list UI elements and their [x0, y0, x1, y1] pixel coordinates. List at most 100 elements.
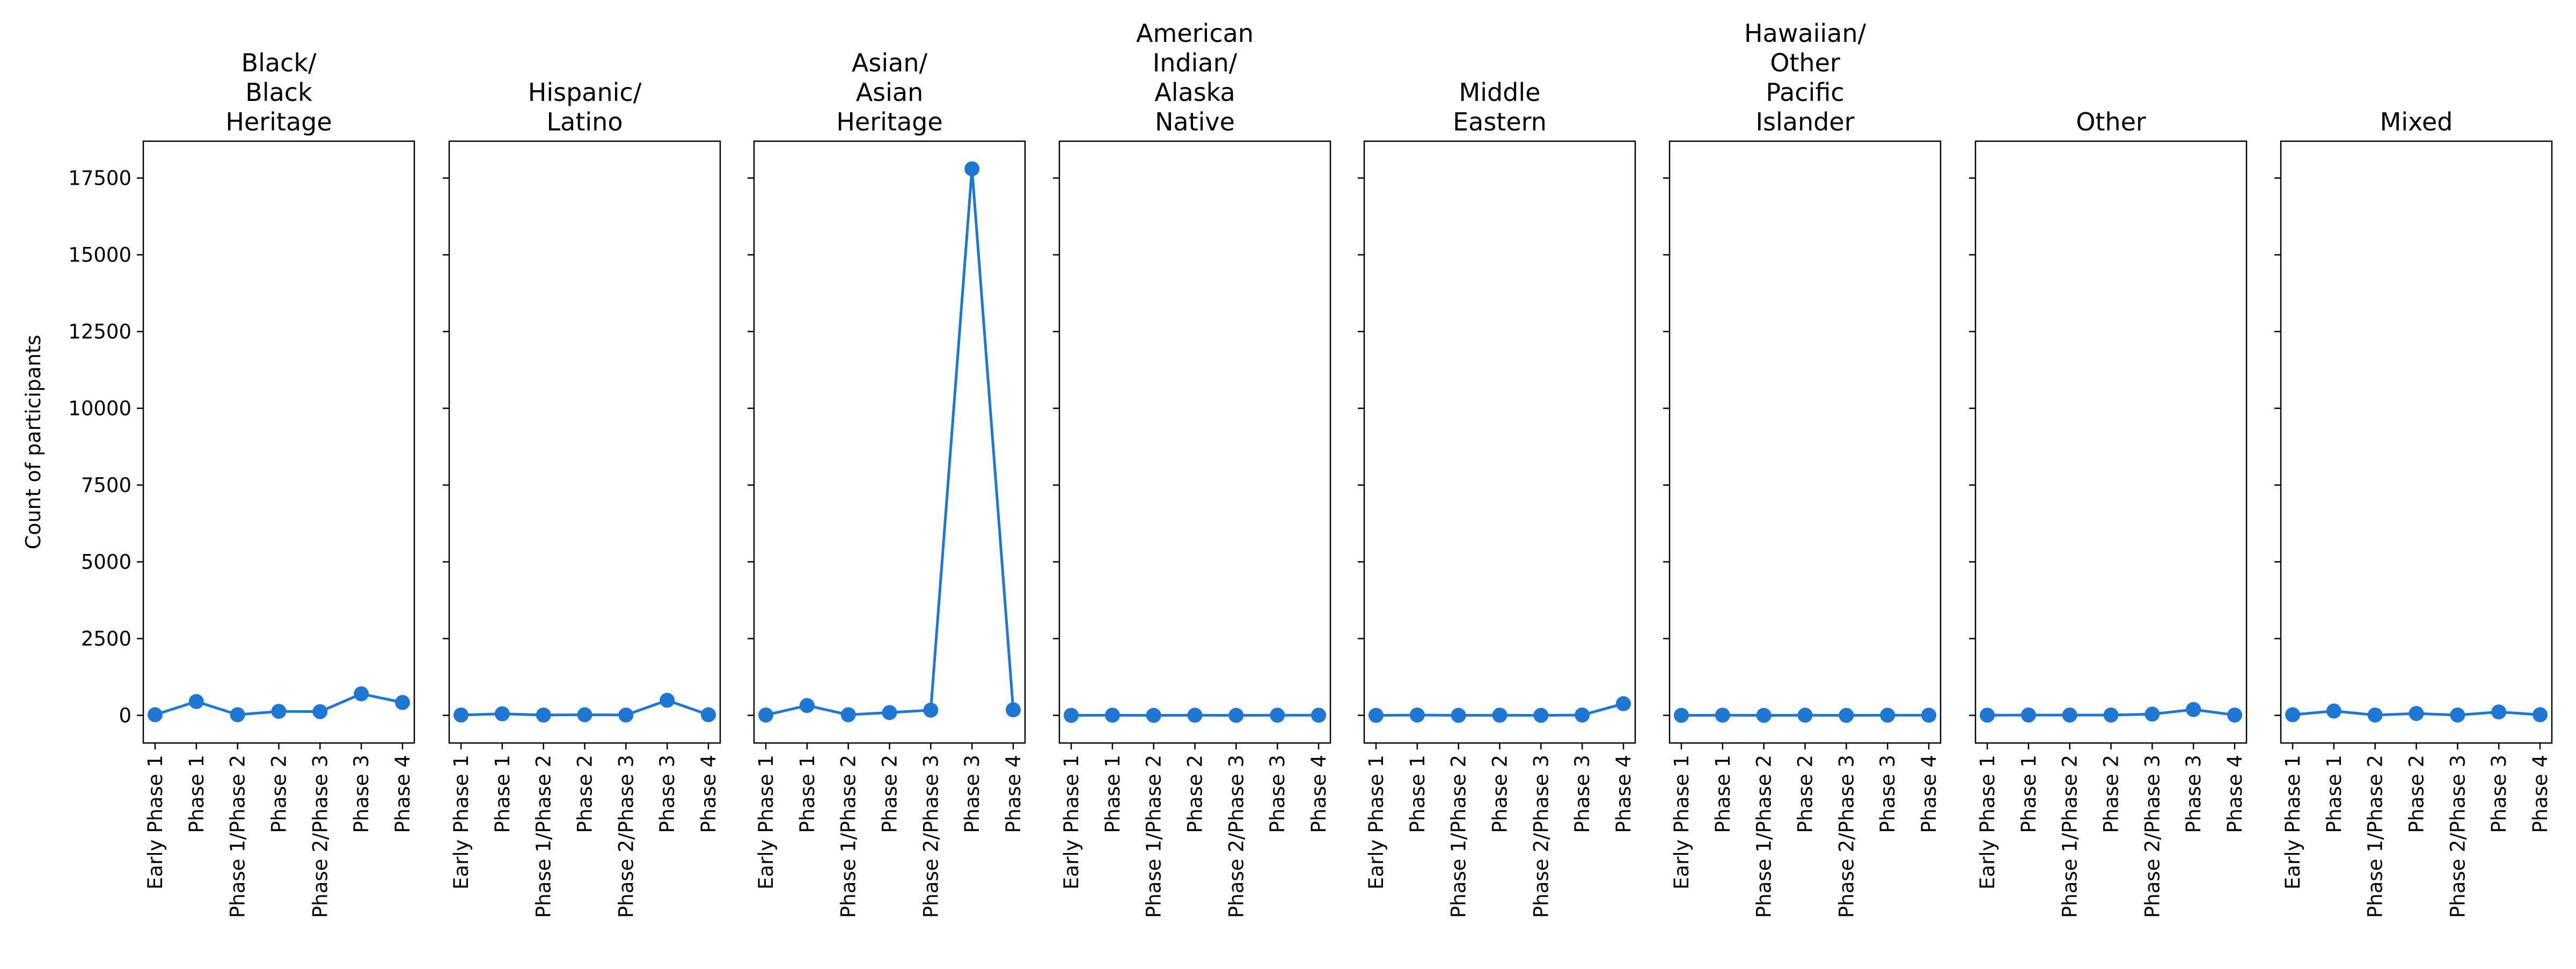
data-point [1616, 696, 1631, 711]
data-point [230, 707, 245, 722]
panel-title-line: Hawaiian/ [1744, 19, 1866, 48]
data-point [2409, 706, 2424, 721]
data-point [1410, 708, 1425, 723]
x-tick-label: Phase 3 [350, 755, 373, 833]
data-point [1105, 708, 1120, 723]
y-tick-label: 7500 [81, 474, 131, 497]
panel-title-line: Mixed [2380, 107, 2453, 136]
x-tick-label: Phase 1/Phase 2 [2364, 755, 2387, 918]
x-tick-label: Phase 2 [268, 755, 291, 833]
y-tick-label: 0 [119, 704, 131, 727]
plot-frame [2281, 141, 2552, 743]
data-point [1270, 708, 1285, 723]
panel-title-line: Heritage [836, 107, 942, 136]
x-tick-label: Phase 2/Phase 3 [919, 755, 942, 918]
panel-title: Other [2076, 107, 2146, 136]
plot-frame [1670, 141, 1941, 743]
data-point [2227, 708, 2242, 723]
x-tick-label: Phase 3 [2182, 755, 2205, 833]
x-tick-label: Phase 2 [1489, 755, 1512, 833]
data-point [841, 707, 856, 722]
panel-title-line: Other [1770, 48, 1840, 77]
panel-title-line: Islander [1755, 107, 1854, 136]
y-tick-label: 17500 [68, 167, 131, 190]
x-tick-label: Phase 3 [961, 755, 984, 833]
data-point [2021, 708, 2036, 723]
data-point [701, 707, 716, 722]
x-tick-label: Phase 2/Phase 3 [2446, 755, 2469, 918]
x-tick-label: Phase 1 [2017, 755, 2040, 833]
panel-title-line: Other [2076, 107, 2146, 136]
data-point [1451, 708, 1466, 723]
data-point [1311, 708, 1326, 723]
data-point [1839, 708, 1854, 723]
data-point [923, 703, 938, 718]
data-point [1575, 708, 1590, 723]
x-tick-label: Early Phase 1 [2281, 755, 2304, 890]
data-point [148, 707, 163, 722]
x-tick-label: Phase 1 [1711, 755, 1735, 833]
x-tick-label: Early Phase 1 [1365, 755, 1388, 890]
x-tick-label: Phase 4 [2223, 755, 2246, 833]
data-point [2368, 708, 2383, 723]
panel-title-line: Pacific [1766, 78, 1844, 107]
data-point [2491, 704, 2506, 719]
x-tick-label: Phase 1 [796, 755, 819, 833]
x-tick-label: Phase 1 [1406, 755, 1429, 833]
data-point [1146, 708, 1161, 723]
data-point [964, 161, 979, 176]
data-point [2186, 702, 2201, 717]
plot-frame [1059, 141, 1330, 743]
x-tick-label: Phase 1/Phase 2 [226, 755, 250, 918]
panel-title-line: American [1136, 19, 1254, 48]
x-tick-label: Phase 2 [879, 755, 902, 833]
x-tick-label: Phase 3 [2487, 755, 2511, 833]
plot-frame [1364, 141, 1635, 743]
x-tick-label: Early Phase 1 [1060, 755, 1083, 890]
y-tick-label: 2500 [81, 628, 131, 651]
panel-title: Hispanic/Latino [528, 78, 642, 136]
x-tick-label: Phase 1 [185, 755, 208, 833]
data-point [1921, 708, 1936, 723]
data-point [1492, 708, 1507, 723]
panel-8: Early Phase 1 Phase 1 Phase 1/Phase 2 Phase… [2274, 107, 2552, 918]
x-tick-label: Phase 1 [2323, 755, 2346, 833]
x-tick-label: Phase 1 [491, 755, 514, 833]
data-point [1368, 708, 1384, 723]
x-tick-label: Phase 2 [1184, 755, 1207, 833]
data-point [882, 705, 897, 720]
panel-title: Mixed [2380, 107, 2453, 136]
data-point [1674, 708, 1689, 723]
x-tick-label: Phase 1/Phase 2 [837, 755, 860, 918]
panel-title-line: Middle [1459, 78, 1541, 107]
x-tick-label: Phase 4 [391, 755, 414, 833]
x-tick-label: Phase 2 [574, 755, 597, 833]
x-tick-label: Phase 1/Phase 2 [1447, 755, 1470, 918]
x-tick-label: Early Phase 1 [1976, 755, 1999, 890]
panel-title-line: Heritage [225, 107, 332, 136]
data-point [272, 704, 287, 719]
data-point [1064, 708, 1079, 723]
panel-title-line: Black [245, 78, 312, 107]
data-point [354, 686, 369, 701]
x-tick-label: Phase 2/Phase 3 [309, 755, 332, 918]
x-tick-label: Phase 4 [2529, 755, 2552, 833]
x-tick-label: Phase 1/Phase 2 [532, 755, 555, 918]
x-tick-label: Phase 4 [1612, 755, 1635, 833]
data-point [395, 695, 410, 710]
data-point [618, 708, 633, 723]
x-tick-label: Phase 1 [1101, 755, 1124, 833]
x-tick-label: Early Phase 1 [144, 755, 167, 890]
plot-frame [1975, 141, 2246, 743]
data-point [2533, 707, 2548, 722]
data-point [1757, 708, 1772, 723]
x-tick-label: Phase 3 [1571, 755, 1594, 833]
x-tick-label: Phase 1/Phase 2 [2059, 755, 2082, 918]
x-tick-label: Phase 4 [697, 755, 720, 833]
